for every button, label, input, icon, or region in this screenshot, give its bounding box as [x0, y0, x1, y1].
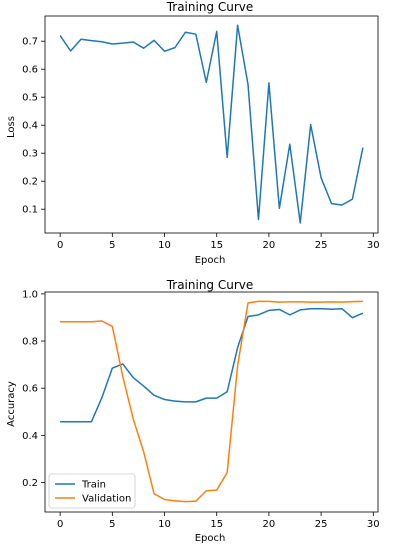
accuracy-chart-legend-label: Train	[81, 480, 106, 491]
loss-chart-series-line-0	[59, 24, 364, 224]
accuracy-chart-xtick-label: 10	[158, 519, 171, 530]
accuracy-chart-axes-frame	[44, 291, 379, 513]
loss-chart-ylabel: Loss	[6, 116, 17, 138]
accuracy-chart-ylabel: Accuracy	[6, 381, 17, 427]
accuracy-chart-legend: Train Validation	[48, 473, 136, 509]
loss-chart-axes-frame	[44, 15, 379, 234]
loss-chart-xtick-label: 15	[210, 240, 223, 251]
loss-chart-xtick-label: 20	[263, 240, 276, 251]
accuracy-chart-xtick-label: 5	[109, 519, 115, 530]
loss-chart-ytick-label: 0.1	[22, 205, 38, 216]
accuracy-chart-xlabel: Epoch	[195, 533, 226, 544]
loss-chart: Training Curve Epoch Loss 0 5 10 15 20 25 30 0.…	[6, 0, 380, 266]
loss-chart-xtick-label: 30	[367, 240, 380, 251]
accuracy-chart-ytick-label: 0.6	[22, 384, 38, 395]
accuracy-chart-series-line-1	[60, 300, 363, 503]
loss-chart-xtick-label: 5	[109, 240, 115, 251]
loss-chart-ytick-label: 0.5	[22, 93, 38, 104]
loss-chart-ytick-label: 0.2	[22, 177, 38, 188]
loss-chart-xtick-label: 0	[57, 240, 63, 251]
loss-chart-xlabel: Epoch	[195, 255, 226, 266]
accuracy-chart-ytick-label: 0.8	[22, 337, 38, 348]
loss-chart-ytick-label: 0.7	[22, 37, 38, 48]
accuracy-chart-series-line-0	[60, 307, 364, 423]
accuracy-chart-legend-box	[48, 473, 136, 509]
accuracy-chart-legend-label: Validation	[82, 494, 131, 505]
accuracy-chart: Training Curve Epoch Accuracy 0 5 10 15 20 25…	[6, 278, 380, 544]
accuracy-chart-xtick-label: 20	[263, 519, 276, 530]
accuracy-chart-ytick-label: 0.2	[22, 478, 38, 489]
accuracy-chart-xtick-label: 30	[367, 519, 380, 530]
accuracy-chart-xtick-label: 15	[210, 519, 223, 530]
loss-chart-ytick-label: 0.6	[22, 65, 38, 76]
accuracy-chart-title: Training Curve	[166, 278, 254, 292]
accuracy-chart-ytick-label: 0.4	[22, 431, 38, 442]
accuracy-chart-xtick-label: 25	[315, 519, 328, 530]
loss-chart-xtick-label: 25	[315, 240, 328, 251]
loss-chart-ytick-label: 0.3	[22, 149, 38, 160]
accuracy-chart-xtick-label: 0	[57, 519, 63, 530]
loss-chart-title: Training Curve	[166, 0, 254, 14]
loss-chart-xtick-label: 10	[158, 240, 171, 251]
loss-chart-ytick-label: 0.4	[22, 121, 38, 132]
accuracy-chart-ytick-label: 1.0	[22, 289, 38, 300]
